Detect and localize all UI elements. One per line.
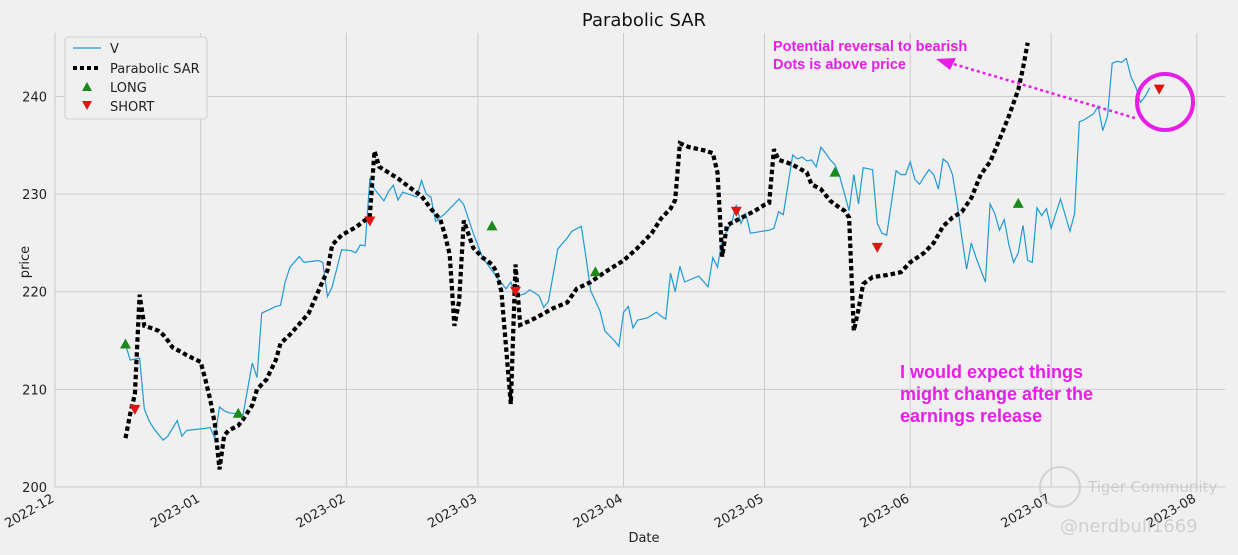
legend-label-long: LONG [110, 81, 147, 96]
legend-label-sar: Parabolic SAR [110, 62, 200, 77]
legend-label-v: V [110, 42, 119, 57]
legend-label-short: SHORT [110, 100, 154, 115]
watermark-brand: Tiger Community [1087, 478, 1217, 496]
y-tick-label: 220 [22, 286, 47, 301]
legend: V Parabolic SAR LONG SHORT [65, 37, 207, 119]
y-tick-label: 210 [22, 383, 47, 398]
watermark-handle: @nerdbull1669 [1060, 516, 1198, 537]
x-axis-label: Date [628, 531, 659, 546]
parabolic-sar-chart: Parabolic SAR 200210220230240 2022-12 202… [0, 0, 1238, 555]
y-tick-label: 240 [22, 90, 47, 105]
earnings-note-line2: might change after the [900, 384, 1093, 404]
y-tick-label: 230 [22, 188, 47, 203]
earnings-note-line3: earnings release [900, 406, 1042, 426]
y-axis-label: price [18, 246, 33, 278]
chart-title: Parabolic SAR [582, 10, 706, 31]
reversal-annotation-line1: Potential reversal to bearish [773, 39, 967, 55]
reversal-annotation-line2: Dots is above price [773, 57, 906, 73]
earnings-note-line1: I would expect things [900, 362, 1083, 382]
y-tick-label: 200 [22, 481, 47, 496]
